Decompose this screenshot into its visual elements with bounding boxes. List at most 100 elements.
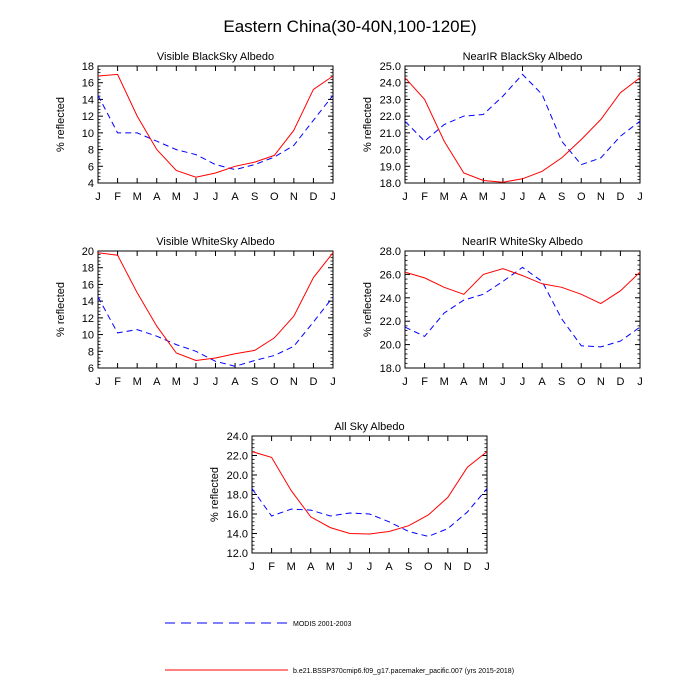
y-tick-label: 10 <box>82 128 94 140</box>
y-axis-label: % reflected <box>209 467 221 522</box>
y-tick-label: 19.0 <box>380 161 401 173</box>
y-tick-label: 14 <box>82 296 94 308</box>
y-tick-label: 20 <box>82 246 94 258</box>
x-tick-label: J <box>95 376 101 388</box>
x-tick-label: J <box>500 376 506 388</box>
x-tick-label: M <box>440 376 449 388</box>
x-tick-label: J <box>484 561 490 573</box>
y-tick-label: 18 <box>82 61 94 73</box>
y-tick-label: 24.0 <box>227 431 248 443</box>
x-tick-label: M <box>133 191 142 203</box>
x-tick-label: A <box>460 376 468 388</box>
y-axis-label: % reflected <box>362 97 374 152</box>
x-tick-label: S <box>251 376 258 388</box>
x-tick-label: D <box>616 376 624 388</box>
x-tick-label: J <box>500 191 506 203</box>
y-tick-label: 10 <box>82 330 94 342</box>
x-tick-label: S <box>405 561 412 573</box>
y-tick-label: 18.0 <box>227 490 248 502</box>
y-axis-label: % reflected <box>55 97 67 152</box>
x-tick-label: A <box>231 376 239 388</box>
y-axis-label: % reflected <box>362 282 374 337</box>
chart-panel-5: All Sky Albedo % reflected 12.0 14.0 16.0 18.… <box>209 421 490 573</box>
x-tick-label: J <box>402 191 408 203</box>
series-line-model <box>404 77 641 183</box>
y-tick-label: 18.0 <box>380 178 401 190</box>
x-tick-label: A <box>307 561 315 573</box>
x-tick-label: J <box>520 376 526 388</box>
x-tick-label: A <box>460 191 468 203</box>
chart-title: NearIR WhiteSky Albedo <box>462 236 583 248</box>
series-line-modis <box>404 73 641 166</box>
series-line-modis <box>97 296 334 367</box>
x-tick-label: D <box>309 376 317 388</box>
x-tick-label: J <box>249 561 255 573</box>
x-tick-label: J <box>520 191 526 203</box>
x-tick-label: M <box>172 191 181 203</box>
x-tick-label: F <box>421 376 428 388</box>
y-tick-label: 21.0 <box>380 128 401 140</box>
plot-frame <box>97 65 334 184</box>
x-tick-label: N <box>290 191 298 203</box>
x-tick-label: J <box>330 191 336 203</box>
x-tick-label: F <box>421 191 428 203</box>
chart-panel-4: NearIR WhiteSky Albedo % reflected 18.0 20.… <box>362 236 643 388</box>
y-tick-label: 12 <box>82 313 94 325</box>
y-tick-label: 24.0 <box>380 293 401 305</box>
y-tick-label: 12.0 <box>227 548 248 560</box>
x-tick-label: O <box>424 561 433 573</box>
y-tick-label: 8 <box>88 145 94 157</box>
y-tick-label: 4 <box>88 178 94 190</box>
x-tick-label: F <box>114 191 121 203</box>
x-tick-label: A <box>385 561 393 573</box>
y-tick-label: 28.0 <box>380 246 401 258</box>
x-tick-label: N <box>597 376 605 388</box>
y-tick-label: 14.0 <box>227 529 248 541</box>
x-tick-label: J <box>95 191 101 203</box>
x-tick-label: O <box>270 376 279 388</box>
x-tick-label: A <box>153 191 161 203</box>
y-tick-label: 24.0 <box>380 78 401 90</box>
legend: MODIS 2001-2003 b.e21.BSSP370cmip6.f09_g… <box>165 621 514 675</box>
chart-panel-1: Visible BlackSky Albedo % reflected 4 6 8 10 1… <box>55 51 336 203</box>
y-tick-label: 20.0 <box>227 470 248 482</box>
y-tick-label: 16 <box>82 78 94 90</box>
chart-title: All Sky Albedo <box>334 421 404 433</box>
x-tick-label: D <box>616 191 624 203</box>
y-tick-label: 22.0 <box>227 451 248 463</box>
y-tick-label: 20.0 <box>380 145 401 157</box>
x-tick-label: O <box>577 191 586 203</box>
x-tick-label: J <box>637 376 643 388</box>
x-tick-label: M <box>326 561 335 573</box>
series-line-model <box>404 268 641 305</box>
x-tick-label: A <box>538 191 546 203</box>
x-tick-label: M <box>287 561 296 573</box>
x-tick-label: M <box>172 376 181 388</box>
x-tick-label: J <box>193 191 199 203</box>
panels: Visible BlackSky Albedo % reflected 4 6 8 10 1… <box>55 51 643 573</box>
x-tick-label: M <box>479 191 488 203</box>
y-tick-label: 16.0 <box>227 509 248 521</box>
y-tick-label: 23.0 <box>380 94 401 106</box>
y-tick-label: 22.0 <box>380 316 401 328</box>
plot-frame <box>404 250 641 369</box>
x-tick-label: J <box>193 376 199 388</box>
series-line-model <box>251 451 488 535</box>
x-tick-label: S <box>251 191 258 203</box>
series-line-model <box>97 73 334 178</box>
y-tick-label: 20.0 <box>380 340 401 352</box>
y-tick-label: 25.0 <box>380 61 401 73</box>
legend-model-label: b.e21.BSSP370cmip6.f09_g17.pacemaker_pac… <box>293 668 514 675</box>
x-tick-label: J <box>330 376 336 388</box>
x-tick-label: N <box>290 376 298 388</box>
x-tick-label: S <box>558 191 565 203</box>
series-line-modis <box>97 94 334 171</box>
y-tick-label: 18.0 <box>380 363 401 375</box>
chart-panel-3: Visible WhiteSky Albedo % reflected 6 8 10 12… <box>55 236 336 388</box>
chart-title: NearIR BlackSky Albedo <box>463 51 583 63</box>
legend-obs-label: MODIS 2001-2003 <box>293 621 351 628</box>
y-tick-label: 18 <box>82 263 94 275</box>
y-axis-label: % reflected <box>55 282 67 337</box>
x-tick-label: M <box>133 376 142 388</box>
